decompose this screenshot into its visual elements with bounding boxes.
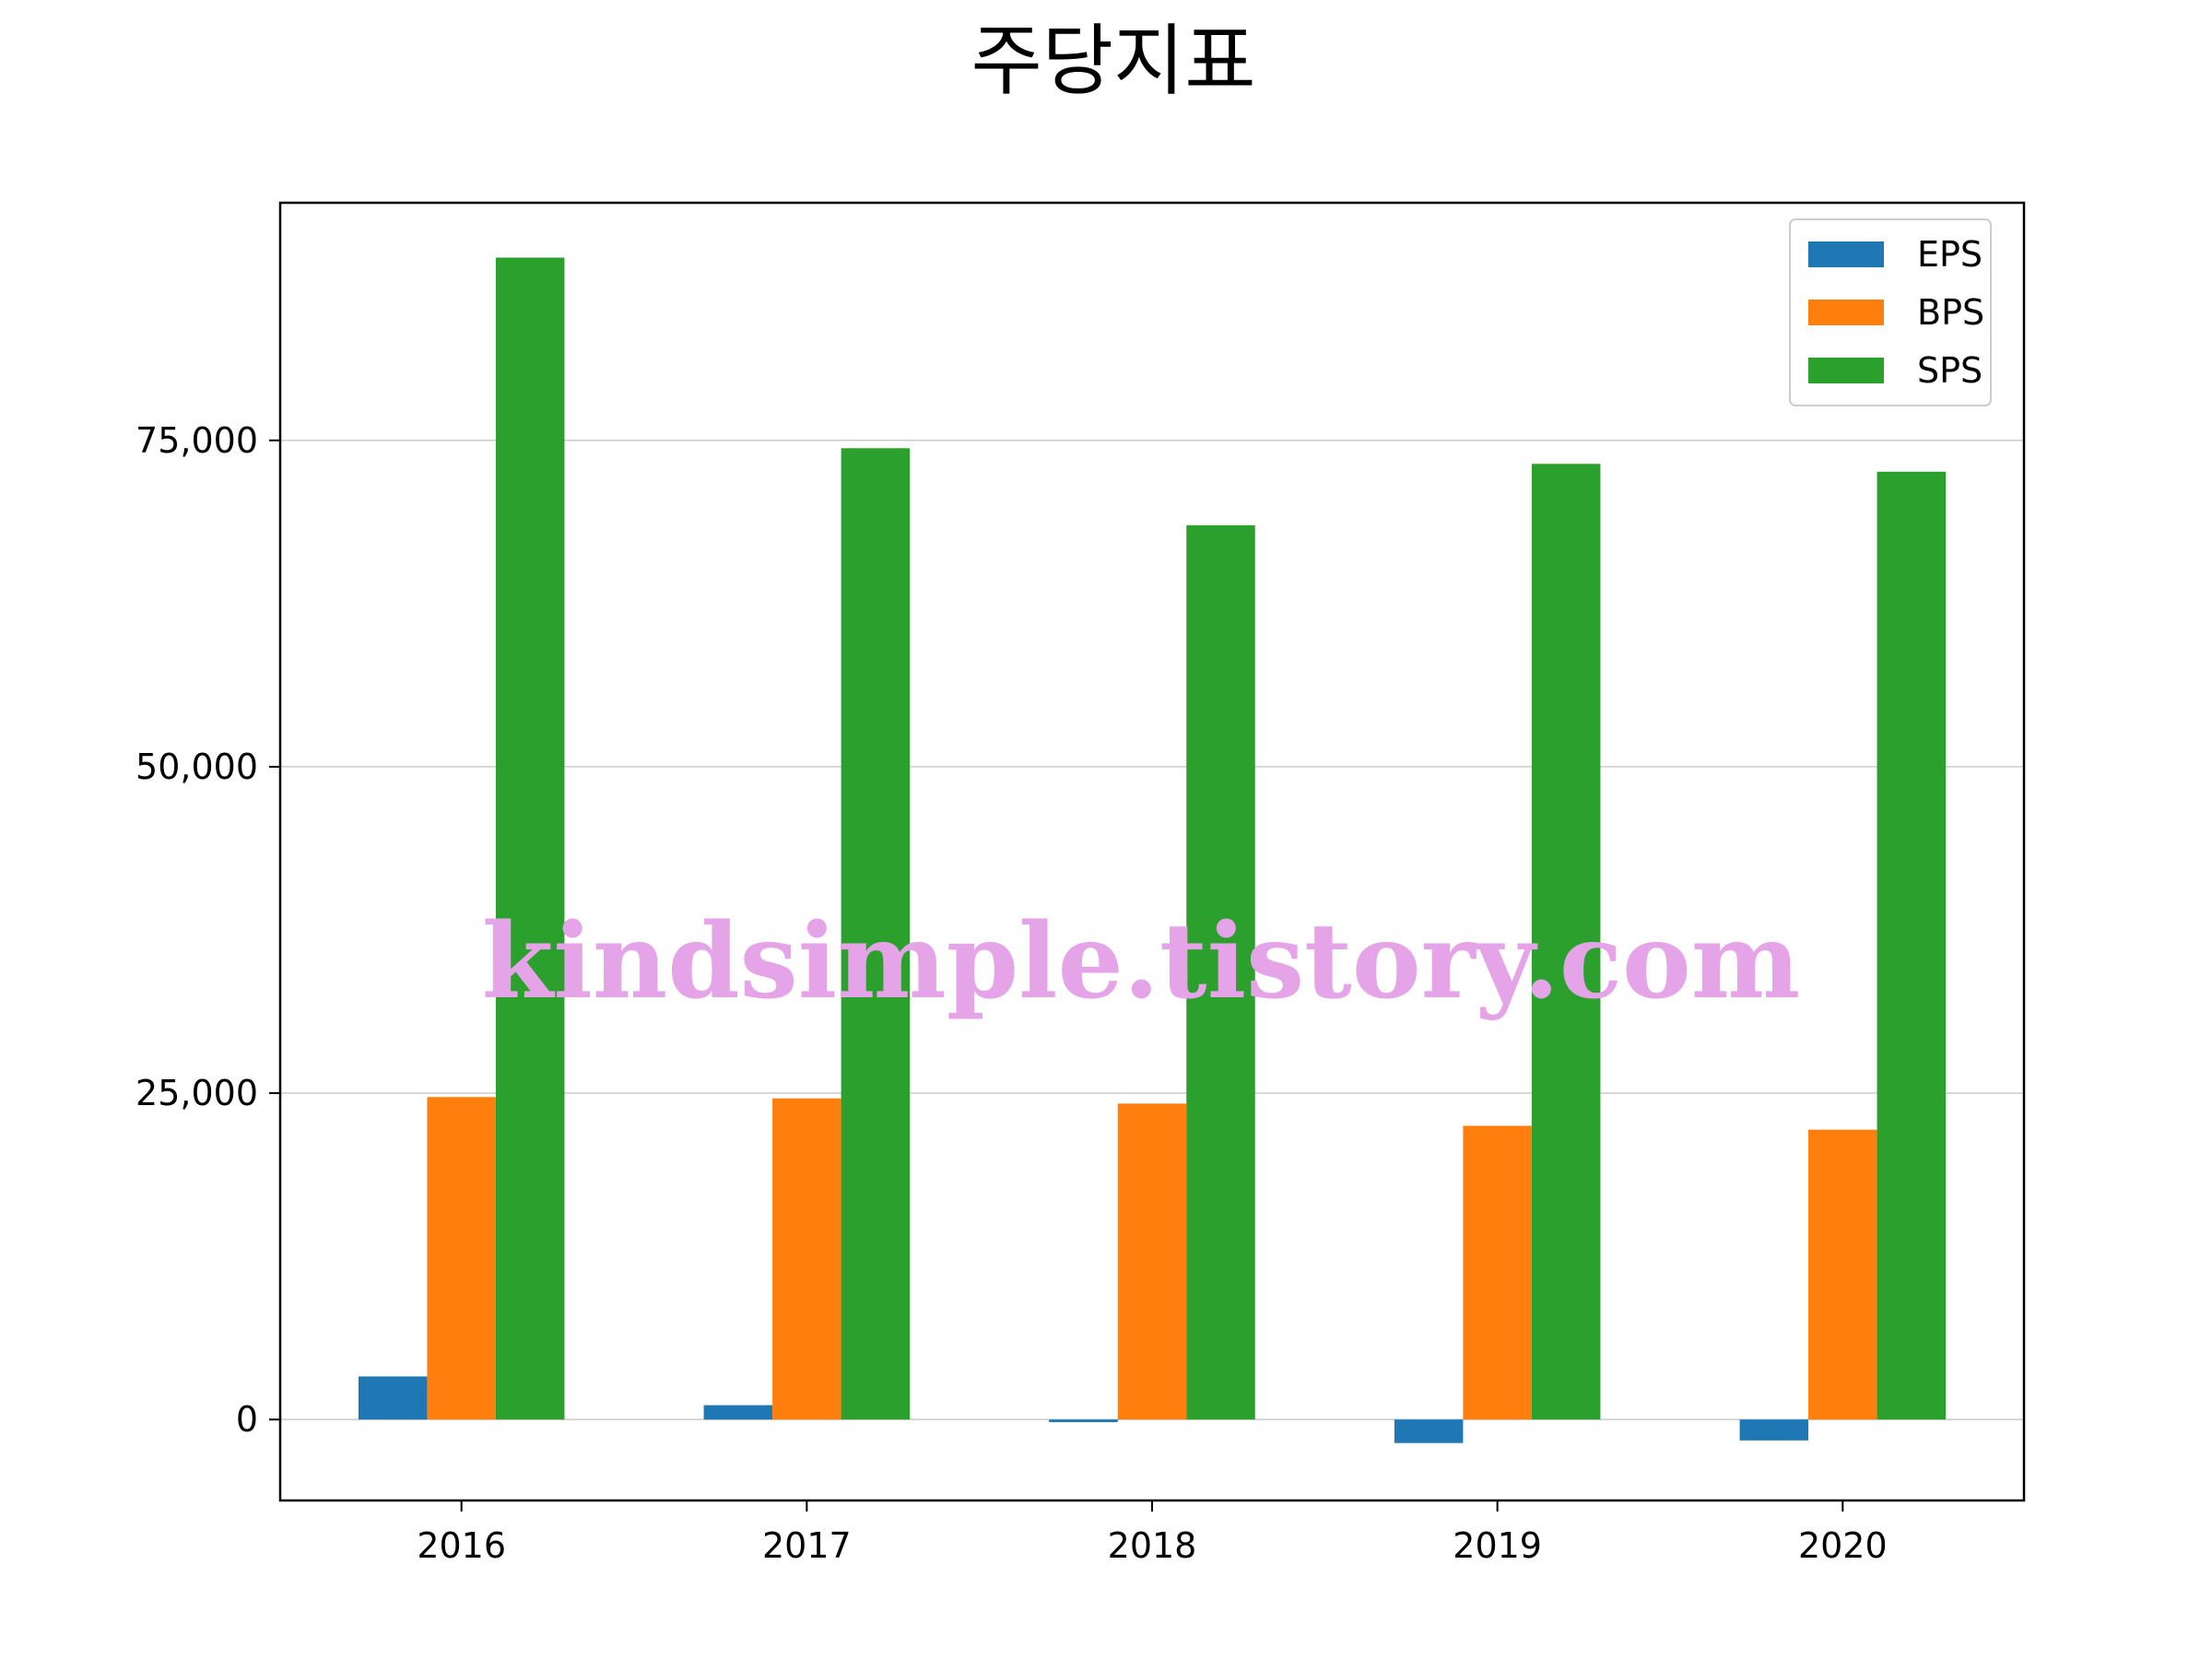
bar-sps-2019 <box>1531 464 1601 1420</box>
bar-sps-2016 <box>495 257 565 1420</box>
legend-label-bps: BPS <box>1917 292 1984 333</box>
x-tick-label: 2018 <box>1108 1525 1197 1566</box>
x-tick-label: 2017 <box>762 1525 852 1566</box>
watermark-text: kindsimple.tistory.com <box>482 901 1801 1022</box>
y-tick-label: 75,000 <box>135 420 258 461</box>
bar-bps-2019 <box>1463 1125 1532 1420</box>
x-tick-label: 2016 <box>417 1525 506 1566</box>
y-axis: 0 25,000 50,000 75,000 <box>135 420 280 1440</box>
bar-sps-2020 <box>1877 471 1947 1420</box>
bar-bps-2020 <box>1808 1129 1877 1420</box>
bar-bps-2018 <box>1117 1103 1187 1420</box>
bars <box>358 257 1947 1443</box>
bar-sps-2017 <box>841 448 911 1420</box>
y-tick-label: 0 <box>236 1399 258 1440</box>
x-axis: 2016 2017 2018 2019 2020 <box>417 1500 1888 1566</box>
legend-swatch-eps <box>1808 241 1884 267</box>
bar-bps-2017 <box>772 1098 841 1420</box>
bar-eps-2019 <box>1394 1419 1464 1443</box>
legend-label-sps: SPS <box>1917 350 1983 391</box>
chart-title: 주당지표 <box>971 16 1255 106</box>
bar-eps-2017 <box>703 1405 773 1420</box>
x-tick-label: 2020 <box>1798 1525 1888 1566</box>
legend-swatch-bps <box>1808 300 1884 325</box>
y-tick-label: 50,000 <box>135 747 258 787</box>
bar-eps-2018 <box>1049 1419 1118 1423</box>
bar-bps-2016 <box>427 1097 496 1420</box>
x-tick-label: 2019 <box>1453 1525 1542 1566</box>
bar-eps-2016 <box>358 1376 428 1420</box>
bar-sps-2018 <box>1186 524 1255 1420</box>
bar-eps-2020 <box>1739 1419 1809 1441</box>
legend: EPS BPS SPS <box>1789 218 1992 406</box>
legend-swatch-sps <box>1808 358 1884 383</box>
legend-label-eps: EPS <box>1917 234 1983 275</box>
y-tick-label: 25,000 <box>135 1073 258 1113</box>
